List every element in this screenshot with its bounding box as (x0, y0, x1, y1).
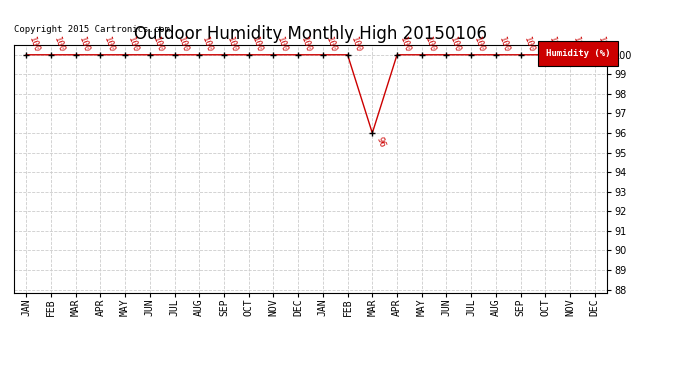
Text: 100: 100 (101, 36, 115, 54)
Text: 96: 96 (375, 136, 387, 149)
Text: 100: 100 (250, 36, 264, 54)
Text: Humidity (%): Humidity (%) (546, 49, 610, 58)
Text: 100: 100 (275, 36, 288, 54)
Text: 100: 100 (497, 36, 511, 54)
Text: 100: 100 (423, 36, 437, 54)
Text: 100: 100 (324, 36, 338, 54)
Text: 100: 100 (522, 36, 536, 54)
Text: 100: 100 (77, 36, 91, 54)
Text: 100: 100 (176, 36, 190, 54)
Text: Copyright 2015 Cartronics.com: Copyright 2015 Cartronics.com (14, 25, 170, 34)
Text: 100: 100 (473, 36, 486, 54)
Text: 100: 100 (126, 36, 140, 54)
Text: 100: 100 (299, 36, 313, 54)
Text: 100: 100 (596, 36, 610, 54)
Text: 100: 100 (398, 36, 412, 54)
Text: 100: 100 (52, 36, 66, 54)
Text: 100: 100 (349, 36, 363, 54)
Text: 100: 100 (225, 36, 239, 54)
Text: 100: 100 (28, 36, 41, 54)
Text: 100: 100 (201, 36, 215, 54)
Text: 100: 100 (546, 36, 560, 54)
Text: 100: 100 (571, 36, 585, 54)
Text: 100: 100 (448, 36, 462, 54)
Text: 100: 100 (151, 36, 165, 54)
Title: Outdoor Humidity Monthly High 20150106: Outdoor Humidity Monthly High 20150106 (134, 26, 487, 44)
